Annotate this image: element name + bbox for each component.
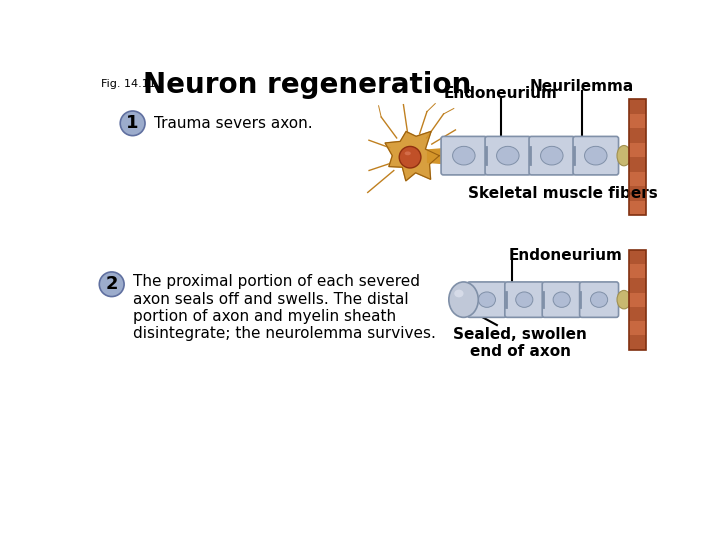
Text: Endoneurium: Endoneurium (444, 86, 558, 102)
Circle shape (120, 111, 145, 136)
Text: Neurilemma: Neurilemma (530, 79, 634, 93)
Text: Fig. 14.11: Fig. 14.11 (101, 79, 156, 89)
Bar (629, 249, 646, 350)
Ellipse shape (497, 146, 519, 165)
Ellipse shape (516, 292, 533, 307)
FancyBboxPatch shape (580, 282, 618, 318)
Circle shape (99, 272, 124, 296)
Circle shape (399, 146, 421, 168)
Bar (629, 278, 646, 293)
Ellipse shape (617, 291, 631, 309)
Ellipse shape (553, 292, 570, 307)
Bar (629, 186, 646, 200)
Ellipse shape (449, 282, 478, 318)
Bar (629, 335, 646, 350)
Text: Endoneurium: Endoneurium (508, 248, 622, 263)
Bar (629, 143, 646, 157)
Text: The proximal portion of each severed
axon seals off and swells. The distal
porti: The proximal portion of each severed axo… (133, 274, 436, 341)
FancyBboxPatch shape (441, 137, 487, 175)
Ellipse shape (454, 289, 464, 298)
Text: Skeletal muscle fibers: Skeletal muscle fibers (468, 186, 657, 201)
Bar (629, 129, 646, 143)
FancyBboxPatch shape (505, 282, 544, 318)
Text: 2: 2 (105, 275, 118, 293)
FancyBboxPatch shape (573, 137, 618, 175)
Bar (629, 172, 646, 186)
Ellipse shape (453, 146, 475, 165)
Polygon shape (385, 131, 439, 181)
Bar (629, 157, 646, 172)
Ellipse shape (405, 151, 411, 156)
Bar (629, 293, 646, 307)
Bar (629, 200, 646, 215)
Text: 1: 1 (127, 114, 139, 132)
Text: Neuron regeneration: Neuron regeneration (143, 71, 471, 99)
Text: Sealed, swollen
end of axon: Sealed, swollen end of axon (453, 327, 587, 359)
Ellipse shape (617, 145, 631, 166)
Bar (629, 99, 646, 215)
Ellipse shape (585, 146, 607, 165)
Ellipse shape (541, 146, 563, 165)
Bar (629, 321, 646, 335)
Bar (629, 307, 646, 321)
Bar (629, 114, 646, 129)
Ellipse shape (590, 292, 608, 307)
Bar (629, 264, 646, 278)
FancyBboxPatch shape (485, 137, 531, 175)
Bar (629, 99, 646, 114)
Text: Trauma severs axon.: Trauma severs axon. (153, 116, 312, 131)
Bar (629, 249, 646, 264)
FancyBboxPatch shape (529, 137, 575, 175)
FancyBboxPatch shape (467, 282, 506, 318)
Ellipse shape (478, 292, 495, 307)
FancyBboxPatch shape (542, 282, 581, 318)
